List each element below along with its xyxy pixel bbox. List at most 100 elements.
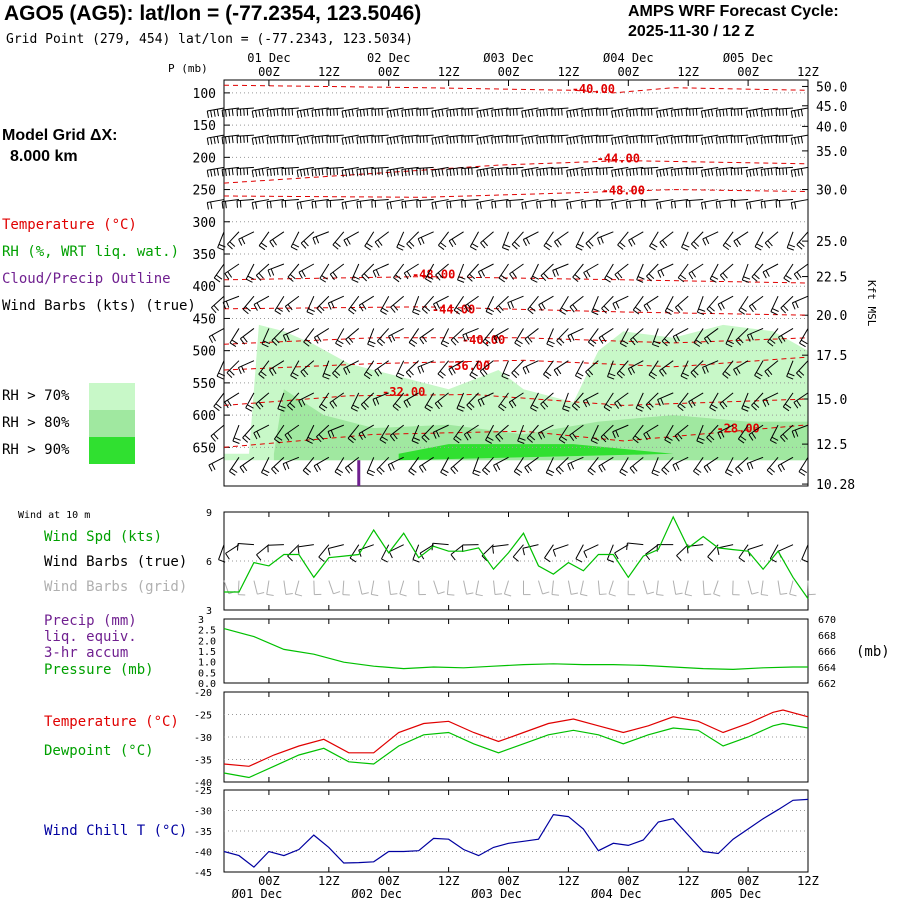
barb-flag bbox=[753, 273, 760, 280]
upper-wind-barb bbox=[281, 166, 299, 176]
barb-staff bbox=[780, 295, 794, 309]
barb-flag bbox=[358, 433, 363, 440]
barb-flag bbox=[626, 542, 628, 551]
upper-wind-barb bbox=[706, 424, 719, 443]
barb-staff bbox=[741, 263, 749, 281]
barb-staff bbox=[706, 424, 719, 438]
barb-staff bbox=[306, 296, 315, 312]
barb-flag bbox=[637, 404, 645, 409]
barb-flag bbox=[242, 437, 249, 443]
upper-wind-barb bbox=[614, 392, 629, 409]
barb-staff bbox=[793, 263, 809, 275]
upper-wind-barb bbox=[387, 456, 404, 472]
upper-wind-barb bbox=[741, 392, 750, 412]
barb-flag bbox=[585, 399, 591, 406]
barb-staff bbox=[538, 424, 554, 434]
barb-flag bbox=[377, 340, 383, 347]
surface-wind-barb-grid bbox=[567, 580, 579, 595]
barb-flag bbox=[501, 135, 504, 143]
upper-wind-barb bbox=[472, 457, 481, 477]
barb-flag bbox=[614, 169, 617, 177]
upper-wind-barb bbox=[269, 231, 285, 248]
barb-flag bbox=[680, 375, 688, 380]
barb-staff bbox=[213, 263, 225, 279]
barb-staff bbox=[737, 424, 749, 440]
upper-wind-barb bbox=[493, 456, 509, 472]
barb-flag bbox=[434, 169, 437, 177]
upper-wind-barb bbox=[213, 392, 225, 412]
barb-flag bbox=[321, 108, 324, 116]
barb-staff bbox=[524, 328, 539, 340]
barb-staff bbox=[782, 392, 794, 408]
barb-staff bbox=[538, 295, 554, 306]
barb-staff bbox=[326, 199, 344, 202]
barb-flag bbox=[394, 403, 401, 409]
barb-flag bbox=[660, 398, 664, 405]
barb-flag bbox=[521, 137, 524, 146]
barb-flag bbox=[539, 201, 542, 209]
barb-flag bbox=[670, 137, 673, 145]
barb-flag bbox=[263, 340, 270, 345]
surface-wind-barb-true bbox=[287, 544, 300, 562]
upper-wind-barb bbox=[389, 424, 405, 442]
barb-staff bbox=[761, 107, 779, 111]
upper-wind-barb bbox=[440, 457, 450, 477]
barb-flag bbox=[536, 110, 538, 118]
upper-wind-barb bbox=[462, 327, 479, 342]
upper-wind-barb bbox=[311, 199, 329, 209]
barb-staff bbox=[562, 392, 569, 410]
barb-flag bbox=[592, 308, 600, 312]
upper-wind-barb bbox=[661, 456, 674, 475]
barb-flag bbox=[606, 275, 613, 280]
top-hour-label: 00Z bbox=[617, 65, 639, 79]
barb-flag bbox=[790, 170, 793, 178]
barb-flag bbox=[484, 467, 491, 473]
upper-wind-barb bbox=[571, 392, 584, 411]
barb-flag bbox=[224, 201, 227, 209]
barb-flag bbox=[527, 109, 531, 117]
barb-flag bbox=[282, 463, 287, 471]
barb-flag bbox=[232, 440, 240, 444]
barb-flag bbox=[743, 276, 751, 280]
barb-staff bbox=[569, 295, 584, 308]
barb-staff bbox=[208, 328, 225, 338]
temp-ytick-label: -30 bbox=[194, 733, 212, 744]
barb-flag bbox=[546, 168, 549, 176]
pressure-ytick-label: 666 bbox=[818, 647, 836, 658]
barb-flag bbox=[632, 309, 640, 315]
barb-staff bbox=[266, 134, 284, 138]
barb-flag bbox=[213, 109, 216, 117]
barb-staff bbox=[546, 328, 554, 345]
upper-wind-barb bbox=[411, 424, 420, 444]
temperature-contour bbox=[223, 337, 809, 345]
upper-wind-barb bbox=[700, 166, 719, 178]
upper-wind-barb bbox=[251, 107, 270, 118]
barb-flag bbox=[229, 369, 235, 376]
barb-flag bbox=[276, 135, 279, 143]
upper-wind-barb bbox=[431, 107, 449, 118]
barb-flag bbox=[561, 307, 568, 312]
barb-flag bbox=[323, 372, 331, 377]
upper-wind-barb bbox=[733, 360, 749, 376]
barb-flag bbox=[482, 469, 488, 476]
pressure-label: Pressure (mb) bbox=[44, 662, 154, 678]
barb-flag bbox=[722, 245, 730, 251]
barb-staff bbox=[479, 360, 494, 372]
barb-flag bbox=[621, 340, 629, 345]
barb-flag bbox=[770, 135, 773, 143]
upper-wind-barb bbox=[281, 134, 299, 144]
upper-wind-barb bbox=[550, 199, 569, 208]
upper-wind-barb bbox=[780, 424, 794, 443]
barb-staff bbox=[709, 392, 719, 408]
barb-flag bbox=[255, 169, 258, 177]
upper-wind-barb bbox=[536, 199, 554, 209]
upper-wind-barb bbox=[258, 231, 270, 251]
barb-flag bbox=[366, 168, 369, 176]
upper-wind-barb bbox=[764, 360, 779, 378]
upper-wind-barb bbox=[737, 424, 749, 444]
barb-flag bbox=[675, 334, 680, 342]
barb-staff bbox=[617, 231, 629, 246]
barb-flag bbox=[450, 468, 456, 475]
barb-staff bbox=[719, 392, 734, 404]
barb-flag bbox=[502, 247, 510, 251]
